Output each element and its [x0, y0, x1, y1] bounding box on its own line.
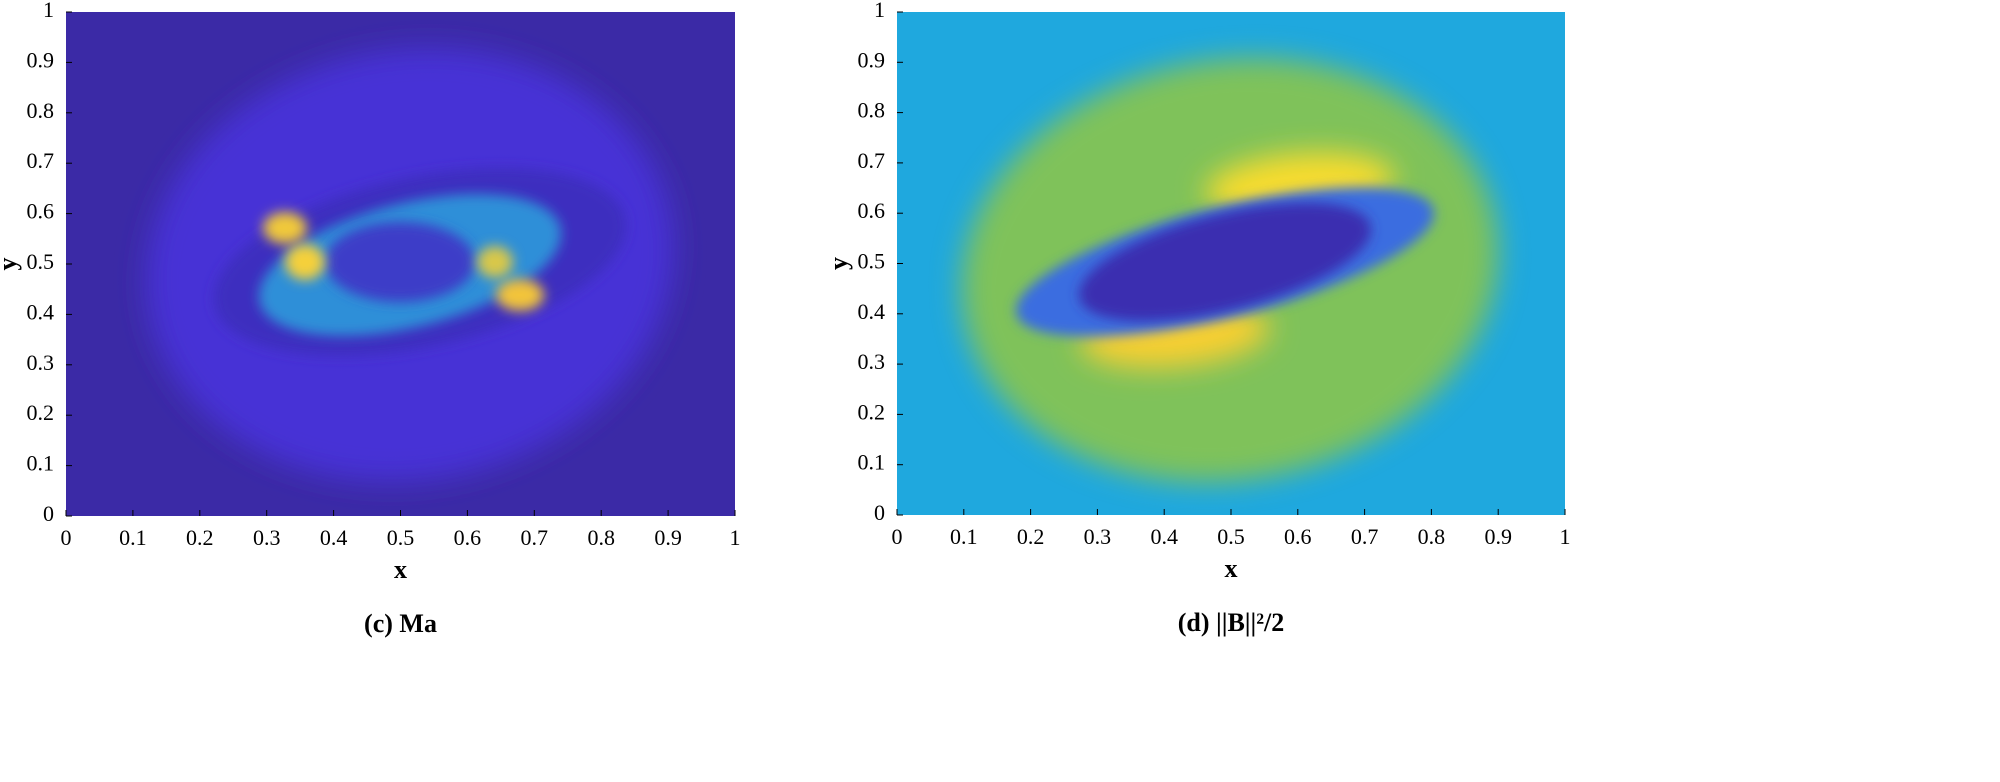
x-tick-label: 0.2	[186, 525, 214, 550]
x-tick-label: 0.6	[454, 525, 482, 550]
y-tick-label: 0.6	[858, 198, 886, 223]
y-tick-label: 0.4	[27, 299, 55, 324]
y-axis-label: y	[824, 257, 853, 270]
y-tick-label: 0.3	[858, 349, 886, 374]
y-tick-label: 0.6	[27, 199, 55, 224]
y-tick-label: 0.9	[858, 47, 886, 72]
y-tick-label: 0	[874, 500, 885, 525]
x-tick-label: 0.3	[253, 525, 281, 550]
x-tick-label: 0.3	[1084, 524, 1112, 549]
x-tick-label: 0.9	[654, 525, 682, 550]
x-tick-label: 0.8	[1418, 524, 1446, 549]
y-tick-label: 0.7	[858, 148, 886, 173]
field-hotspot	[263, 212, 307, 244]
panel-ma: 0 0.1 0.2 0.3 0.4 0.5 0.6 0.7 0.8 0.9 1 0 0.1 0.2 0.3 0…	[0, 0, 741, 638]
x-tick-label: 0.4	[320, 525, 348, 550]
panel-b: 0 0.1 0.2 0.3 0.4 0.5 0.6 0.7 0.8 0.9 1 0 0.1 0.2 0.3 0…	[824, 0, 1571, 637]
x-tick-label: 0.4	[1150, 524, 1178, 549]
x-tick-label: 0.7	[521, 525, 549, 550]
x-tick-label: 0.2	[1017, 524, 1045, 549]
y-axis-label: y	[0, 258, 22, 271]
x-tick-label: 0.1	[119, 525, 147, 550]
y-tick-label: 1	[874, 0, 885, 22]
y-tick-label: 0.3	[27, 350, 55, 375]
x-tick-label: 0.1	[950, 524, 978, 549]
field-eye	[1078, 202, 1372, 322]
y-tick-label: 0.9	[27, 47, 55, 72]
field-hotspot	[285, 244, 325, 280]
x-tick-label: 0.6	[1284, 524, 1312, 549]
y-tick-label: 0.5	[27, 249, 55, 274]
y-tick-label: 0.8	[27, 98, 55, 123]
x-tick-label: 1	[1560, 524, 1571, 549]
field-core	[325, 222, 475, 302]
x-tick-label: 0.9	[1484, 524, 1512, 549]
x-axis-label: x	[394, 555, 407, 584]
field-hotspot	[496, 279, 544, 311]
y-tick-label: 0.2	[858, 399, 886, 424]
y-tick-label: 0.8	[858, 98, 886, 123]
x-tick-label: 0.7	[1351, 524, 1379, 549]
y-tick-label: 0.4	[858, 299, 886, 324]
field-hotspot	[477, 246, 513, 278]
x-tick-label: 0.5	[1217, 524, 1245, 549]
y-tick-label: 0.1	[858, 450, 886, 475]
y-tick-label: 1	[43, 0, 54, 22]
y-tick-label: 0.7	[27, 148, 55, 173]
x-tick-label: 0.8	[587, 525, 615, 550]
y-tick-label: 0.2	[27, 400, 55, 425]
field-shapes	[146, 48, 674, 482]
y-tick-label: 0	[43, 501, 54, 526]
x-tick-label: 0.5	[387, 525, 415, 550]
field-shapes	[961, 57, 1499, 483]
x-tick-label: 0	[892, 524, 903, 549]
x-axis-label: x	[1225, 554, 1238, 583]
y-tick-label: 0.5	[858, 249, 886, 274]
caption: (d) ||B||²/2	[1178, 608, 1285, 637]
x-tick-label: 0	[61, 525, 72, 550]
x-tick-label: 1	[730, 525, 741, 550]
caption: (c) Ma	[364, 609, 437, 638]
y-tick-label: 0.1	[27, 451, 55, 476]
